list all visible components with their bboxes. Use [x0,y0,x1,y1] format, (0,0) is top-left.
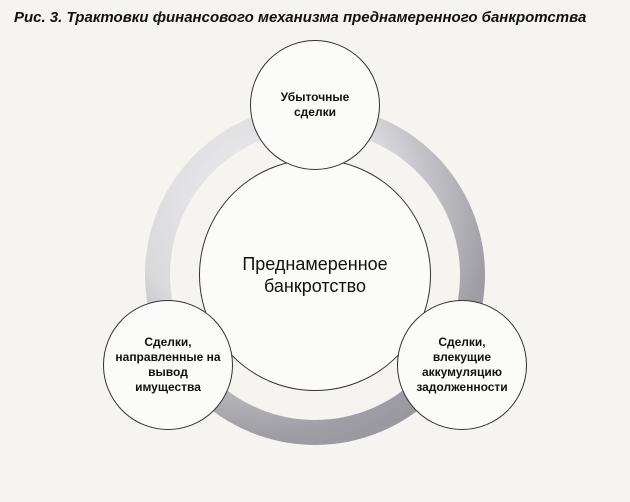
satellite-bottom-left-label: Сделки, направленные на вывод имущества [114,335,222,395]
satellite-bottom-right: Сделки, влекущие аккумуляцию задолженнос… [397,300,527,430]
diagram-container: Преднамеренное банкротство Убыточные сде… [100,60,530,490]
figure-title: Рис. 3. Трактовки финансового механизма … [14,8,616,28]
satellite-bottom-left: Сделки, направленные на вывод имущества [103,300,233,430]
center-node: Преднамеренное банкротство [199,159,431,391]
center-node-label: Преднамеренное банкротство [220,253,410,298]
satellite-top-label: Убыточные сделки [261,90,369,120]
satellite-top: Убыточные сделки [250,40,380,170]
satellite-bottom-right-label: Сделки, влекущие аккумуляцию задолженнос… [408,335,516,395]
